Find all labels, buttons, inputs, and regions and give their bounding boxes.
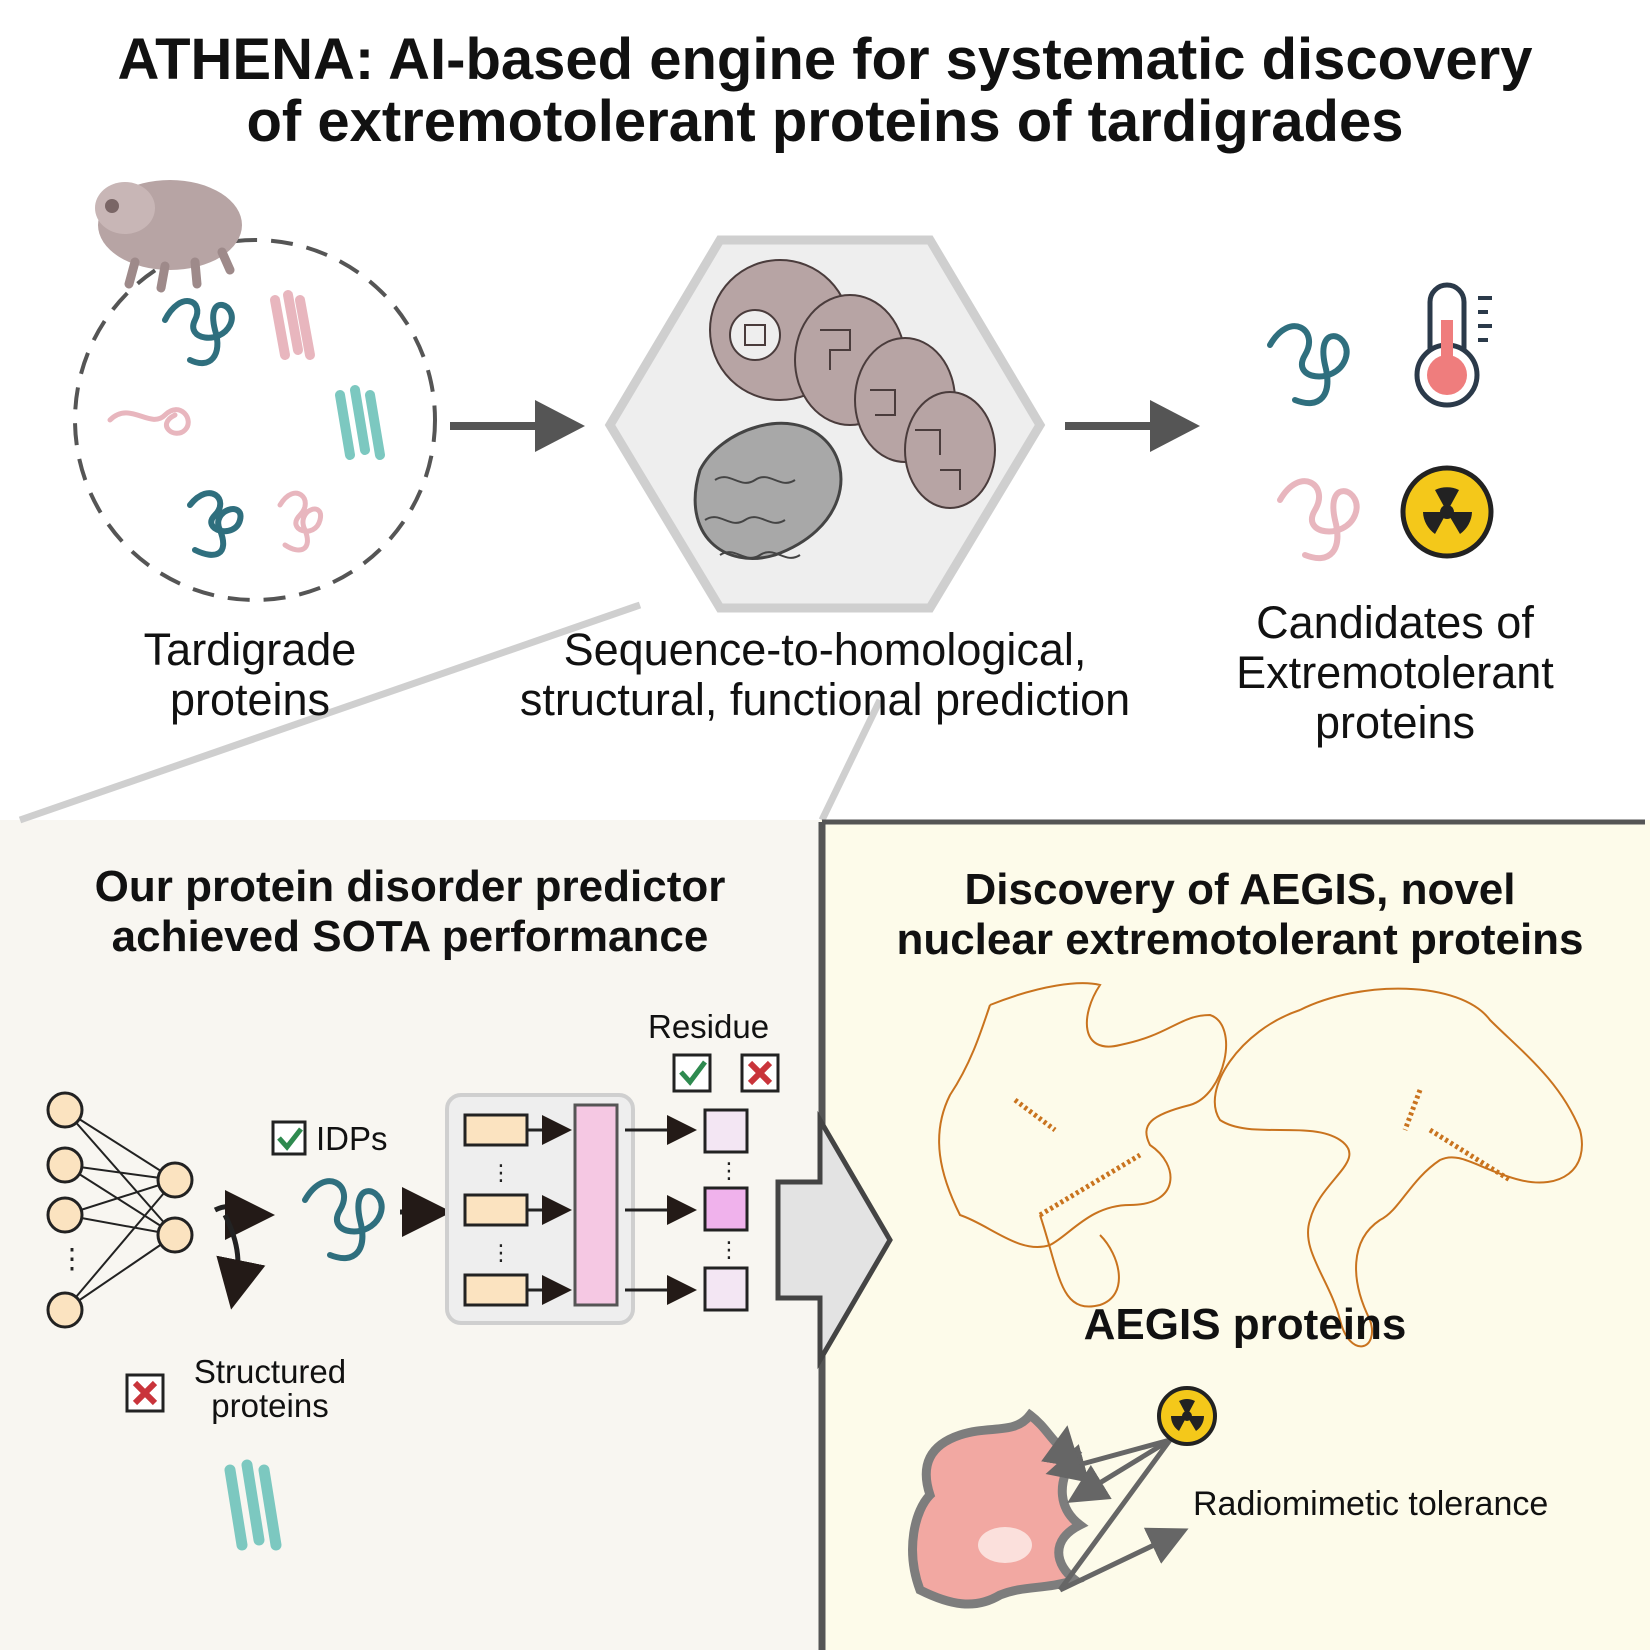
label-line: Tardigrade: [143, 624, 357, 675]
heading-line: achieved SOTA performance: [111, 912, 709, 961]
check-icon: [271, 1120, 307, 1156]
transformer-block: [573, 1103, 619, 1307]
page-title-line2: of extremotolerant proteins of tardigrad…: [246, 89, 1404, 154]
aegis-proteins-label: AEGIS proteins: [1083, 1300, 1407, 1349]
left-panel-heading: Our protein disorder predictor achieved …: [10, 862, 810, 962]
residue-cross-icon: [740, 1053, 780, 1093]
label-line: proteins: [1314, 697, 1476, 748]
arrow-to-structured: [216, 1213, 266, 1310]
radiation-icon-small: [1157, 1386, 1217, 1446]
label-line: Structured: [193, 1353, 347, 1390]
embedding-blocks: [463, 1113, 529, 1307]
label-line: Extremotolerant: [1236, 647, 1554, 698]
candidate-idp-teal: [1267, 323, 1350, 407]
radiation-icon: [1400, 465, 1494, 559]
structured-protein: [224, 1459, 282, 1551]
protein-pool-circle: [73, 238, 437, 602]
protein-pool: [107, 290, 385, 558]
heading-line: Discovery of AEGIS, novel: [964, 865, 1516, 914]
tardigrade-icon: [95, 180, 242, 293]
svg-text:⋮: ⋮: [718, 1158, 740, 1183]
prediction-label: Sequence-to-homological, structural, fun…: [440, 625, 1210, 725]
cell-icon: [908, 1408, 1089, 1609]
flow-arrow-1: [450, 400, 585, 452]
neural-network-icon: ⋮: [46, 1091, 194, 1329]
svg-text:⋮: ⋮: [718, 1237, 740, 1262]
label-line: Candidates of: [1256, 597, 1534, 648]
radiation-rays: [1041, 1425, 1189, 1593]
label-line: Sequence-to-homological,: [563, 624, 1087, 675]
thermometer-icon: [1414, 282, 1492, 408]
residue-check-icon: [672, 1053, 712, 1093]
flow-arrow-2: [1065, 400, 1200, 452]
zoom-line-right: [818, 698, 884, 822]
aegis-structure-2: [1213, 987, 1583, 1348]
page-title-line1: ATHENA: AI-based engine for systematic d…: [117, 27, 1533, 92]
label-line: proteins: [211, 1387, 329, 1424]
structured-proteins-label: Structured proteins: [170, 1355, 370, 1423]
svg-text:⋮: ⋮: [490, 1160, 512, 1185]
idp-protein: [302, 1178, 385, 1262]
tardigrade-proteins-label: Tardigrade proteins: [60, 625, 440, 725]
arrow-to-idps: [213, 1189, 275, 1240]
svg-text:⋮: ⋮: [58, 1243, 86, 1274]
aegis-structure-1: [938, 982, 1227, 1308]
svg-text:⋮: ⋮: [490, 1240, 512, 1265]
heading-line: Our protein disorder predictor: [94, 862, 726, 911]
heading-line: nuclear extremotolerant proteins: [896, 915, 1584, 964]
idps-label: IDPs: [316, 1120, 388, 1157]
zoom-line-left: [18, 601, 642, 824]
residue-outputs: [703, 1108, 749, 1312]
candidates-label: Candidates of Extremotolerant proteins: [1195, 598, 1595, 748]
cell-nucleus: [978, 1527, 1032, 1563]
internal-arrows: [528, 1115, 697, 1305]
label-line: proteins: [169, 674, 331, 725]
candidate-idp-pink: [1277, 478, 1360, 562]
right-panel-heading: Discovery of AEGIS, novel nuclear extrem…: [830, 865, 1650, 965]
residue-label: Residue: [648, 1008, 770, 1045]
tardigrade-engine-icon: [693, 259, 996, 560]
label-line: structural, functional prediction: [519, 674, 1131, 725]
cross-icon: [125, 1373, 165, 1413]
radiomimetic-tolerance-label: Radiomimetic tolerance: [1193, 1485, 1549, 1523]
big-flow-arrow: [775, 1110, 893, 1370]
